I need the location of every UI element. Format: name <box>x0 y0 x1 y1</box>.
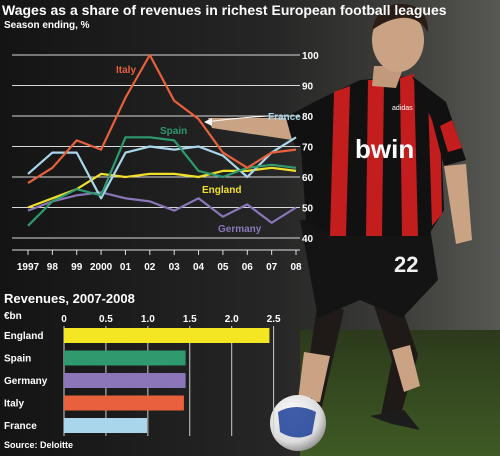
bar-category-spain: Spain <box>4 354 31 365</box>
bar-germany <box>64 373 186 388</box>
bar-italy <box>64 395 184 411</box>
source-note: Source: Deloitte <box>4 440 73 450</box>
series-label-england: England <box>202 185 241 196</box>
line-chart-x-ticks: 1997 98 99 2000 01 02 03 04 05 06 07 08 <box>12 249 302 273</box>
bar-spain <box>64 350 186 366</box>
line-chart-y-ticks: 40 50 60 70 80 90 100 <box>302 51 319 245</box>
x-tick-label: 99 <box>71 262 83 273</box>
x-tick-label: 1997 <box>17 262 40 273</box>
line-chart-gridlines <box>12 54 300 239</box>
bar-category-france: France <box>4 421 37 432</box>
bar-x-tick-label: 1.0 <box>141 314 155 325</box>
bar-x-tick-label: 0 <box>61 314 67 325</box>
series-line-germany <box>27 191 297 224</box>
series-line-italy <box>27 53 297 185</box>
bar-category-italy: Italy <box>4 399 24 410</box>
line-chart-series <box>27 53 297 227</box>
series-label-italy: Italy <box>116 65 136 76</box>
y-tick-label: 60 <box>302 173 314 184</box>
x-tick-label: 98 <box>47 262 59 273</box>
page-subtitle: Season ending, % <box>4 20 90 31</box>
jersey-brand: adidas <box>392 105 413 112</box>
x-tick-label: 2000 <box>90 262 113 273</box>
series-line-spain <box>27 136 297 227</box>
bar-chart: Revenues, 2007-2008 €bn 0 0.5 1.0 1.5 2.0 2.5… <box>4 291 281 450</box>
bar-chart-x-ticks: 0 0.5 1.0 1.5 2.0 2.5 <box>61 314 281 325</box>
series-label-germany: Germany <box>218 224 262 235</box>
x-tick-label: 02 <box>144 262 156 273</box>
x-tick-label: 07 <box>266 262 278 273</box>
player-photo: 22 bwin adidas <box>208 3 472 451</box>
y-tick-label: 40 <box>302 234 314 245</box>
bar-x-tick-label: 1.5 <box>183 314 197 325</box>
bar-chart-title: Revenues, 2007-2008 <box>4 291 135 306</box>
page-title: Wages as a share of revenues in richest … <box>2 2 447 18</box>
line-chart: 40 50 60 70 80 90 100 1997 98 99 2000 01 02 03 04 05 06… <box>12 51 319 273</box>
shirt-number: 22 <box>394 252 418 277</box>
y-tick-label: 50 <box>302 204 314 215</box>
bar-x-tick-label: 2.0 <box>225 314 239 325</box>
jersey-sponsor: bwin <box>355 134 414 164</box>
y-tick-label: 100 <box>302 51 319 62</box>
bar-chart-categories: England Spain Germany Italy France <box>4 331 48 432</box>
y-tick-label: 90 <box>302 82 314 93</box>
bar-england <box>64 328 270 343</box>
y-tick-label: 70 <box>302 143 314 154</box>
x-tick-label: 08 <box>290 262 302 273</box>
bar-chart-bars <box>64 328 270 433</box>
x-tick-label: 06 <box>242 262 254 273</box>
x-tick-label: 03 <box>169 262 181 273</box>
bar-x-tick-label: 0.5 <box>99 314 113 325</box>
bar-x-tick-label: 2.5 <box>267 314 281 325</box>
x-tick-label: 04 <box>193 262 205 273</box>
y-tick-label: 80 <box>302 112 314 123</box>
bar-chart-unit: €bn <box>4 311 22 322</box>
x-tick-label: 01 <box>120 262 132 273</box>
bar-category-england: England <box>4 331 43 342</box>
pointer-arrow-head <box>204 118 212 126</box>
bar-france <box>64 418 148 433</box>
line-chart-series-labels: Italy Spain France England Germany <box>116 65 301 235</box>
x-tick-label: 05 <box>217 262 229 273</box>
series-label-spain: Spain <box>160 126 187 137</box>
series-label-france: France <box>268 112 301 123</box>
series-line-france <box>27 136 297 200</box>
bar-category-germany: Germany <box>4 376 48 387</box>
